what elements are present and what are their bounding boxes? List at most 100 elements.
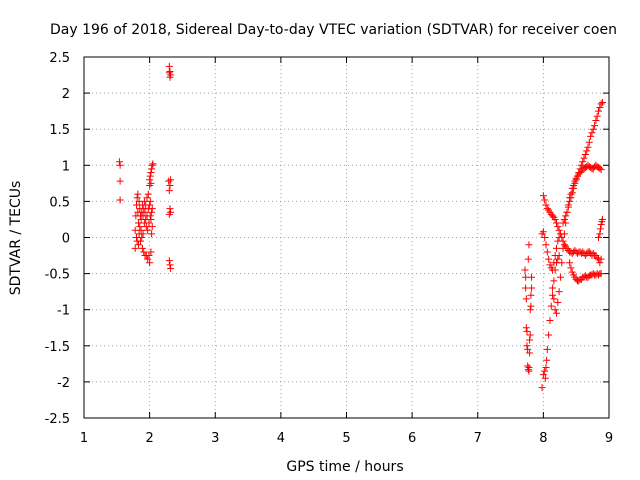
data-point [562,212,570,220]
data-point [115,158,123,166]
data-point [166,261,174,269]
data-point [523,327,531,335]
data-point [580,154,588,162]
data-point [165,62,173,70]
data-point [539,371,547,379]
data-point [148,230,156,238]
data-point [596,164,604,172]
data-point [567,194,575,202]
data-point [166,182,174,190]
data-point [133,194,141,202]
data-point [566,197,574,205]
grid [84,57,609,418]
data-point [559,244,567,252]
data-point [587,132,595,140]
data-point [528,284,536,292]
data-point [140,197,148,205]
data-point [551,306,559,314]
data-point [148,165,156,173]
data-point [543,248,551,256]
data-point [585,248,593,256]
y-tick-label: 0 [62,232,70,247]
data-point [585,138,593,146]
data-point [144,226,152,234]
data-point [166,73,174,81]
data-point [545,331,553,339]
data-point [140,248,148,256]
data-point [145,252,153,260]
data-point [142,223,150,231]
data-point [522,295,530,303]
y-tick-label: -2.5 [45,412,70,427]
data-point [542,363,550,371]
data-point [583,147,591,155]
data-point [146,182,154,190]
data-point [554,255,562,263]
data-point [558,234,566,241]
data-point [547,302,555,310]
data-point [575,169,583,177]
data-point [539,228,547,236]
data-point [522,324,530,332]
data-point [550,259,558,267]
data-point [527,302,535,310]
x-tick-label: 2 [145,431,153,446]
data-point [148,205,156,213]
data-point [591,122,599,130]
data-point [597,255,605,263]
data-series [115,62,606,392]
x-tick-label: 8 [539,431,547,446]
data-point [146,201,154,209]
data-point [538,384,546,392]
y-axis-label: SDTVAR / TECUs [8,181,24,296]
data-point [523,342,531,350]
data-point [541,234,549,241]
data-point [549,284,557,292]
data-point [148,208,156,216]
data-point [549,212,557,220]
data-point [572,176,580,184]
y-tick-label: 2.5 [49,51,70,66]
data-point [147,248,155,256]
data-point [581,150,589,158]
data-point [138,244,146,252]
data-point [563,208,571,216]
data-point [597,166,605,174]
data-point [134,190,142,198]
data-point [146,212,154,220]
data-point [588,129,596,137]
data-point [541,367,549,375]
data-point [131,244,139,252]
data-point [568,189,576,197]
data-point [146,259,154,267]
data-point [147,169,155,177]
data-point [576,165,584,173]
data-point [136,223,144,231]
data-point [528,273,536,281]
data-point [545,255,553,263]
data-point [568,268,576,276]
data-point [584,143,592,151]
data-point [148,223,156,231]
data-point [554,298,562,306]
data-point [542,201,550,209]
data-point [539,192,547,200]
x-tick-label: 3 [211,431,219,446]
data-point [558,259,566,267]
data-point [559,219,567,227]
data-point [146,172,154,180]
data-point [134,219,142,227]
y-tick-labels: 2.5 2 1.5 1 0.5 0 -0.5 -1 -1.5 -2 -2.5 [45,51,70,427]
data-point [524,362,532,370]
data-point [546,317,554,325]
y-tick-label: -1.5 [45,340,70,355]
data-point [526,306,534,314]
data-point [597,221,605,229]
data-point [555,226,563,234]
data-point [597,100,605,108]
data-point [596,259,604,267]
data-point [526,336,534,344]
data-point [144,190,152,198]
data-point [543,205,551,213]
